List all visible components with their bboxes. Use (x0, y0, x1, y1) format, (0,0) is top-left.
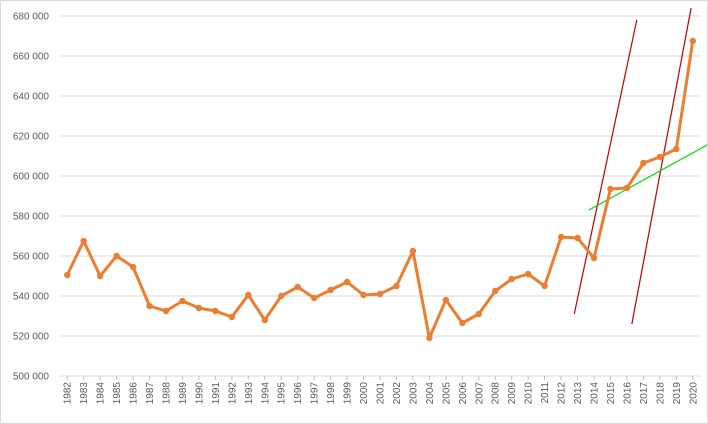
x-tick-label: 2015 (606, 382, 617, 405)
data-point (590, 254, 598, 262)
x-tick-label: 2012 (557, 382, 568, 405)
data-point (360, 291, 367, 299)
data-point (327, 286, 334, 294)
data-point (195, 304, 203, 312)
y-tick-label: 600 000 (13, 172, 50, 183)
data-point (475, 310, 482, 318)
x-tick-label: 2020 (688, 382, 699, 405)
x-tick-label: 1993 (244, 382, 255, 405)
x-tick-label: 1995 (277, 382, 288, 405)
x-tick-label: 1986 (129, 382, 140, 405)
y-tick-label: 680 000 (13, 12, 50, 23)
data-point (64, 271, 71, 279)
data-point (459, 319, 466, 327)
data-point (179, 297, 186, 305)
x-tick-label: 2001 (376, 382, 387, 405)
x-tick-label: 2018 (655, 382, 666, 405)
data-point (376, 290, 384, 298)
data-point (294, 283, 301, 291)
x-tick-label: 1982 (63, 382, 74, 405)
x-tick-label: 2003 (408, 382, 419, 405)
data-point (442, 296, 450, 304)
data-point (656, 153, 664, 161)
x-tick-label: 1992 (227, 382, 238, 405)
data-point (129, 263, 137, 271)
data-point (508, 275, 515, 283)
x-axis: 1982 1983 1984 1985 1986 1987 1988 1989 1990 1991… (63, 376, 699, 405)
y-tick-label: 660 000 (13, 52, 50, 63)
data-point (524, 270, 532, 278)
x-tick-label: 2006 (458, 382, 469, 405)
data-point (393, 282, 400, 290)
data-point (689, 37, 696, 45)
data-point (245, 291, 252, 299)
data-point (310, 294, 318, 302)
x-tick-label: 2014 (590, 382, 601, 405)
y-tick-label: 640 000 (13, 92, 50, 103)
x-tick-label: 2002 (392, 382, 403, 405)
data-point (80, 237, 87, 245)
series (64, 37, 696, 342)
x-tick-label: 2009 (507, 382, 518, 405)
x-tick-label: 2005 (441, 382, 452, 405)
y-tick-label: 500 000 (13, 372, 50, 383)
x-tick-label: 2004 (425, 382, 436, 405)
x-tick-label: 1983 (79, 382, 90, 405)
y-axis: 500 000 520 000 540 000 560 000 580 000 600 0… (13, 12, 50, 383)
x-tick-label: 1997 (310, 382, 321, 405)
data-point (623, 184, 631, 192)
data-point (574, 234, 581, 242)
x-tick-label: 1987 (145, 382, 156, 405)
x-tick-label: 1999 (343, 382, 354, 405)
x-tick-label: 2000 (359, 382, 370, 405)
data-point (278, 292, 285, 300)
data-point (426, 334, 433, 342)
data-point (673, 145, 680, 153)
trend-line (631, 7, 692, 325)
y-tick-label: 560 000 (13, 252, 50, 263)
x-tick-label: 2013 (573, 382, 584, 405)
data-point (146, 302, 153, 310)
x-tick-label: 1985 (112, 382, 123, 405)
x-tick-label: 2010 (524, 382, 535, 405)
x-tick-label: 2016 (622, 382, 633, 405)
data-point (607, 185, 614, 193)
x-tick-label: 1998 (326, 382, 337, 405)
x-tick-label: 1988 (162, 382, 173, 405)
data-point (113, 252, 120, 260)
data-point (261, 316, 268, 324)
x-tick-label: 1984 (96, 382, 107, 405)
data-point (212, 307, 219, 315)
x-tick-label: 2019 (672, 382, 683, 405)
data-point (228, 313, 236, 321)
data-point (343, 278, 351, 286)
x-tick-label: 2008 (491, 382, 502, 405)
x-tick-label: 1989 (178, 382, 189, 405)
y-tick-label: 580 000 (13, 212, 50, 223)
x-tick-label: 1996 (293, 382, 304, 405)
x-tick-label: 2007 (474, 382, 485, 405)
x-tick-label: 1994 (260, 382, 271, 405)
y-tick-label: 520 000 (13, 332, 50, 343)
x-tick-label: 1990 (194, 382, 205, 405)
x-tick-label: 2011 (540, 382, 551, 404)
data-point (409, 247, 417, 255)
data-point (541, 282, 548, 290)
data-point (640, 159, 647, 167)
gridlines (59, 15, 701, 377)
x-tick-label: 1991 (211, 382, 222, 405)
data-point (492, 287, 499, 295)
x-tick-label: 2017 (639, 382, 650, 405)
data-point (96, 272, 104, 280)
trend-line (573, 19, 638, 315)
y-tick-label: 540 000 (13, 292, 50, 303)
y-tick-label: 620 000 (13, 132, 50, 143)
data-point (162, 307, 170, 315)
data-point (557, 233, 565, 241)
